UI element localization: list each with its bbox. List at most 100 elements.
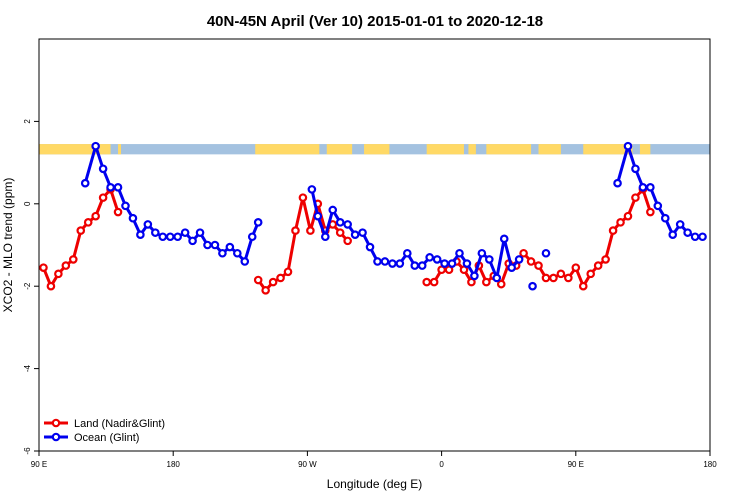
y-tick-label: 0 <box>23 201 32 206</box>
data-point <box>218 248 227 258</box>
data-point <box>541 273 551 283</box>
data-point <box>306 226 315 235</box>
data-point <box>61 261 71 270</box>
data-point <box>556 269 566 279</box>
data-point <box>83 218 93 227</box>
data-point <box>343 220 352 229</box>
data-point <box>343 236 352 246</box>
data-point <box>195 228 205 237</box>
legend-label: Ocean (Glint) <box>74 432 139 444</box>
data-point <box>291 226 300 235</box>
data-point <box>549 273 558 283</box>
data-point <box>683 228 692 237</box>
data-point <box>403 248 412 258</box>
data-point <box>462 259 472 268</box>
data-point <box>447 259 457 268</box>
data-point <box>253 218 263 227</box>
data-point <box>616 218 625 227</box>
data-point <box>98 164 108 174</box>
data-point <box>631 193 640 202</box>
band-land-segment <box>364 144 390 155</box>
band-land-segment <box>468 144 476 155</box>
x-tick-label: 90 E <box>31 460 47 469</box>
data-point <box>76 226 86 235</box>
x-axis-label: Longitude (deg E) <box>327 477 422 491</box>
data-point <box>660 213 670 223</box>
data-point <box>455 248 464 258</box>
data-point <box>121 201 130 211</box>
data-point <box>668 230 678 240</box>
data-point <box>173 232 182 242</box>
band-land-segment <box>583 144 633 155</box>
data-point <box>335 218 345 227</box>
series-line <box>616 144 703 239</box>
data-point <box>613 178 622 188</box>
data-point <box>578 281 588 291</box>
data-point <box>623 211 633 221</box>
plot-frame <box>38 38 711 452</box>
band-land-segment <box>255 144 320 155</box>
data-point <box>233 248 242 258</box>
data-point <box>54 269 63 279</box>
data-point <box>675 220 685 229</box>
data-point <box>106 183 115 192</box>
band-land-segment <box>426 144 464 155</box>
data-point <box>188 236 197 246</box>
data-point <box>358 228 367 237</box>
chart-title: 40N-45N April (Ver 10) 2015-01-01 to 202… <box>207 13 543 30</box>
legend-swatch-marker <box>51 432 61 442</box>
data-point <box>283 267 293 277</box>
data-point <box>98 193 108 202</box>
data-point <box>210 240 220 250</box>
data-point <box>623 141 633 151</box>
data-point <box>425 253 434 262</box>
data-point <box>380 257 390 266</box>
y-axis: -6 -4 -2 0 2 <box>23 119 39 455</box>
data-point <box>151 228 160 237</box>
y-tick-label: -2 <box>23 282 32 290</box>
data-point <box>158 232 168 242</box>
data-point <box>482 277 491 287</box>
x-tick-label: 90 W <box>298 460 317 469</box>
data-point <box>429 277 439 287</box>
data-point <box>80 178 90 188</box>
data-point <box>608 226 618 235</box>
data-point <box>571 263 581 272</box>
y-tick-label: -6 <box>23 447 32 455</box>
band-land-segment <box>39 144 111 155</box>
y-tick-label: 2 <box>23 119 32 124</box>
data-point <box>373 257 382 266</box>
series-layer <box>39 141 707 295</box>
x-tick-label: 0 <box>439 460 444 469</box>
band-land-segment <box>486 144 532 155</box>
data-point <box>247 232 257 242</box>
data-point <box>534 261 543 270</box>
y-axis-label: XCO2 - MLO trend (ppm) <box>1 178 15 313</box>
data-point <box>417 261 427 270</box>
data-point <box>690 232 700 242</box>
data-point <box>68 255 78 264</box>
data-point <box>253 275 263 285</box>
data-point <box>593 261 603 270</box>
series-land <box>39 185 655 295</box>
data-point <box>395 259 405 268</box>
x-tick-label: 180 <box>167 460 181 469</box>
data-point <box>528 281 537 291</box>
data-point <box>698 232 707 242</box>
data-point <box>470 271 479 281</box>
data-point <box>276 273 285 283</box>
data-point <box>203 240 212 250</box>
legend: Land (Nadir&Glint) Ocean (Glint) <box>44 418 165 444</box>
series-ocean <box>80 141 707 291</box>
data-point <box>541 248 551 258</box>
legend-swatch-marker <box>51 418 61 428</box>
x-axis: 90 E 180 90 W 0 90 E 180 <box>31 451 717 469</box>
data-point <box>514 255 524 264</box>
band-land-segment <box>538 144 561 155</box>
data-point <box>410 261 420 270</box>
data-point <box>477 248 487 258</box>
band-land-segment <box>326 144 353 155</box>
data-point <box>388 259 397 268</box>
data-point <box>128 213 138 223</box>
data-point <box>320 232 330 242</box>
